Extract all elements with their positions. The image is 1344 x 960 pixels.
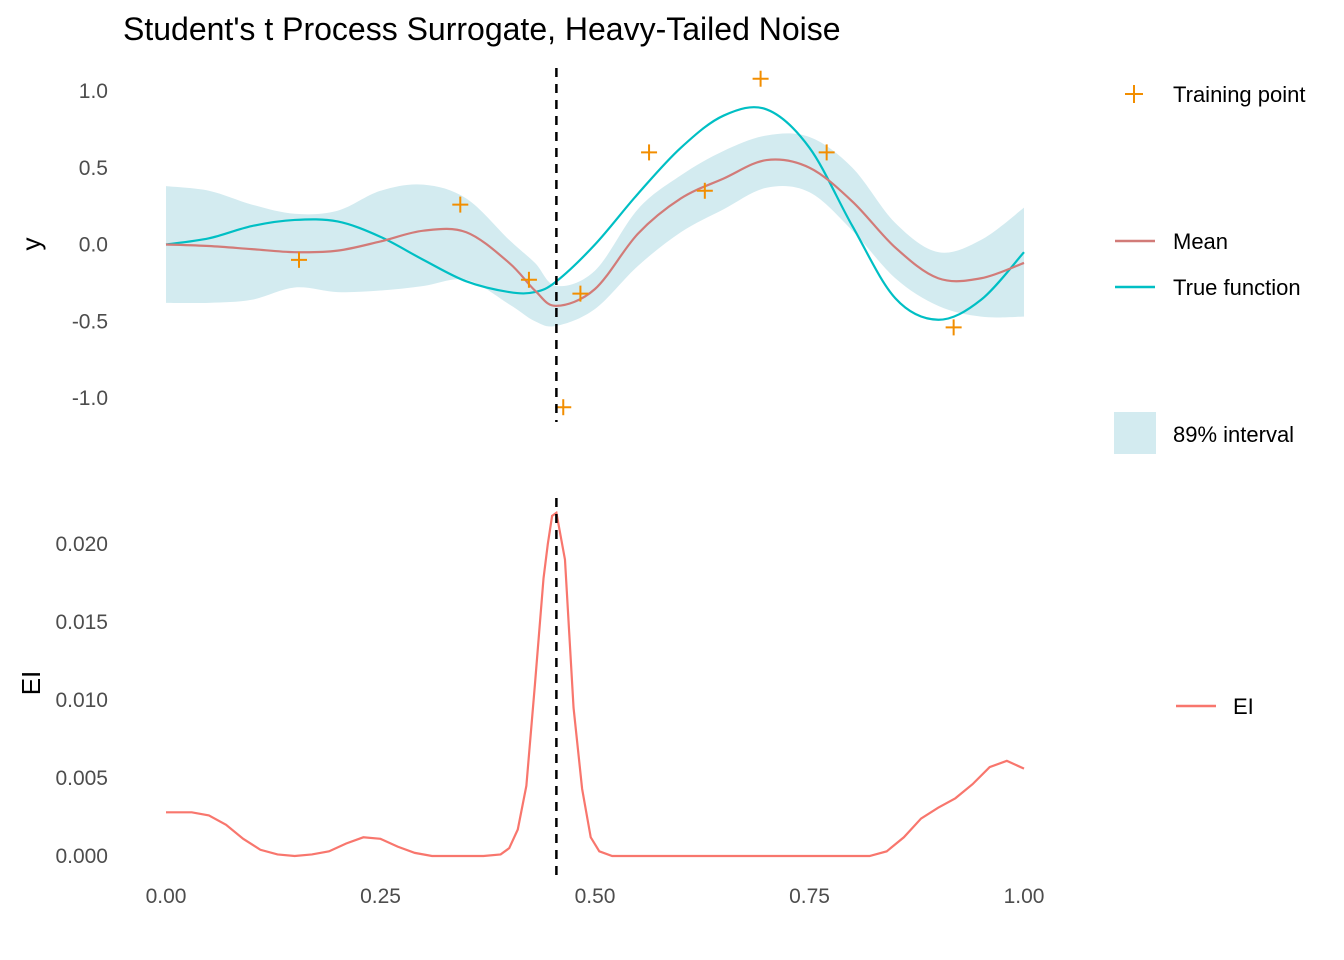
chart-title: Student's t Process Surrogate, Heavy-Tai… — [123, 11, 841, 47]
legend-item-interval: 89% interval — [1114, 412, 1294, 454]
training-point — [641, 144, 658, 161]
legend-label-ei: EI — [1233, 694, 1254, 719]
y-tick-label: 0.020 — [55, 533, 108, 556]
y-tick-label: 0.005 — [55, 767, 108, 790]
training-point — [520, 271, 537, 288]
x-tick-label: 0.00 — [146, 885, 187, 908]
training-point — [818, 144, 835, 161]
legend-label-interval: 89% interval — [1173, 422, 1294, 447]
training-point — [752, 70, 769, 87]
ei-line — [166, 510, 1025, 858]
y-tick-label: 1.0 — [79, 80, 108, 103]
x-tick-label: 0.25 — [360, 885, 401, 908]
training-point — [290, 251, 307, 268]
y-tick-label: -0.5 — [72, 310, 108, 333]
training-point — [945, 319, 962, 336]
training-points — [290, 70, 962, 416]
legend: Training point Mean True function 89% in… — [1114, 82, 1305, 719]
interval-band — [166, 133, 1024, 327]
mean-line — [165, 158, 1025, 308]
y-tick-label: 0.5 — [79, 157, 108, 180]
top-y-axis-label: y — [16, 238, 46, 251]
legend-item-ei: EI — [1176, 694, 1254, 719]
y-tick-label: 0.0 — [79, 234, 108, 257]
legend-label-true-function: True function — [1173, 275, 1301, 300]
training-point — [696, 182, 713, 199]
x-tick-label: 0.75 — [789, 885, 830, 908]
y-tick-label: -1.0 — [72, 387, 108, 410]
top-panel: 1.0 0.5 0.0 -0.5 -1.0 y — [16, 68, 1025, 422]
bottom-x-ticks: 0.00 0.25 0.50 0.75 1.00 — [146, 885, 1045, 908]
legend-item-true: True function — [1115, 275, 1301, 300]
x-tick-label: 1.00 — [1004, 885, 1045, 908]
legend-item-training: Training point — [1125, 82, 1305, 107]
bottom-y-axis-label: EI — [16, 671, 46, 696]
legend-label-mean: Mean — [1173, 229, 1228, 254]
legend-interval-swatch — [1114, 412, 1156, 454]
x-tick-label: 0.50 — [575, 885, 616, 908]
y-tick-label: 0.000 — [55, 845, 108, 868]
y-tick-label: 0.010 — [55, 689, 108, 712]
true-function-line — [165, 106, 1025, 321]
training-point — [452, 196, 469, 213]
training-point — [572, 285, 589, 302]
y-tick-label: 0.015 — [55, 611, 108, 634]
top-y-ticks: 1.0 0.5 0.0 -0.5 -1.0 — [72, 80, 108, 410]
training-point — [555, 399, 572, 416]
legend-label-training: Training point — [1173, 82, 1305, 107]
legend-item-mean: Mean — [1115, 229, 1228, 254]
bottom-y-ticks: 0.020 0.015 0.010 0.005 0.000 — [55, 533, 108, 868]
